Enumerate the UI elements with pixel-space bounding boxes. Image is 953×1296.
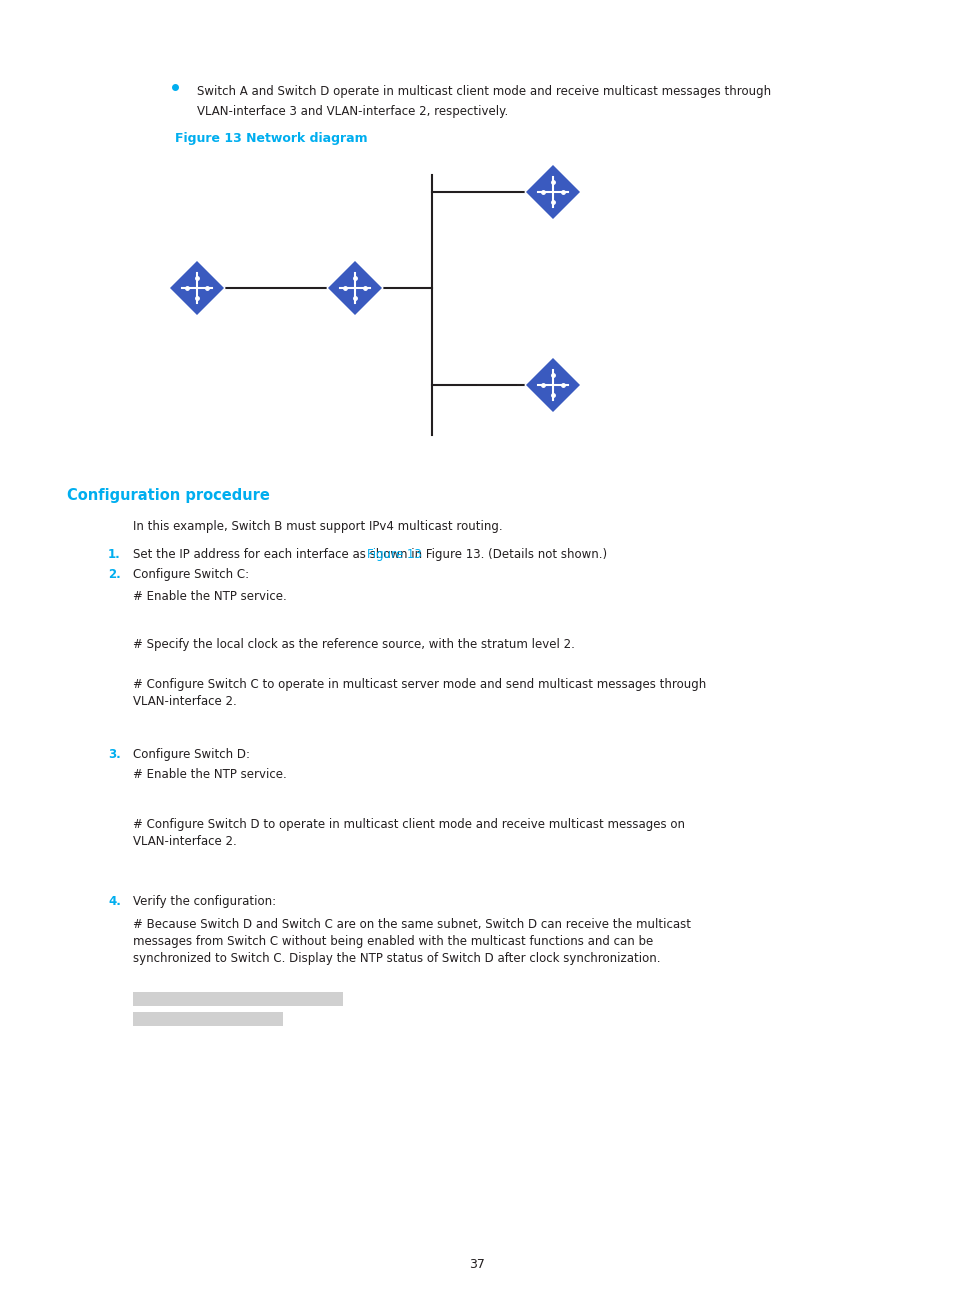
Text: 3.: 3. xyxy=(108,748,121,761)
Text: synchronized to Switch C. Display the NTP status of Switch D after clock synchro: synchronized to Switch C. Display the NT… xyxy=(132,953,659,966)
Text: 2.: 2. xyxy=(108,568,121,581)
Text: # Enable the NTP service.: # Enable the NTP service. xyxy=(132,769,287,781)
Text: Configure Switch C:: Configure Switch C: xyxy=(132,568,249,581)
Polygon shape xyxy=(524,356,580,413)
Text: # Because Switch D and Switch C are on the same subnet, Switch D can receive the: # Because Switch D and Switch C are on t… xyxy=(132,918,690,931)
Text: 1.: 1. xyxy=(108,548,121,561)
Polygon shape xyxy=(327,260,382,316)
Text: In this example, Switch B must support IPv4 multicast routing.: In this example, Switch B must support I… xyxy=(132,520,502,533)
Text: 37: 37 xyxy=(469,1258,484,1271)
Text: Switch A and Switch D operate in multicast client mode and receive multicast mes: Switch A and Switch D operate in multica… xyxy=(196,86,770,98)
FancyBboxPatch shape xyxy=(132,1012,283,1026)
Text: Configure Switch D:: Configure Switch D: xyxy=(132,748,250,761)
Polygon shape xyxy=(169,260,225,316)
FancyBboxPatch shape xyxy=(132,991,343,1006)
Text: Figure 13 Network diagram: Figure 13 Network diagram xyxy=(174,132,367,145)
Text: Configuration procedure: Configuration procedure xyxy=(67,489,270,503)
Text: # Specify the local clock as the reference source, with the stratum level 2.: # Specify the local clock as the referen… xyxy=(132,638,575,651)
Text: VLAN-interface 2.: VLAN-interface 2. xyxy=(132,835,236,848)
Polygon shape xyxy=(524,165,580,220)
Text: Figure 13: Figure 13 xyxy=(367,548,421,561)
Text: # Configure Switch D to operate in multicast client mode and receive multicast m: # Configure Switch D to operate in multi… xyxy=(132,818,684,831)
Text: # Configure Switch C to operate in multicast server mode and send multicast mess: # Configure Switch C to operate in multi… xyxy=(132,678,705,691)
Text: messages from Switch C without being enabled with the multicast functions and ca: messages from Switch C without being ena… xyxy=(132,934,653,947)
Text: VLAN-interface 2.: VLAN-interface 2. xyxy=(132,695,236,708)
Text: Verify the configuration:: Verify the configuration: xyxy=(132,896,275,908)
Text: VLAN-interface 3 and VLAN-interface 2, respectively.: VLAN-interface 3 and VLAN-interface 2, r… xyxy=(196,105,508,118)
Text: 4.: 4. xyxy=(108,896,121,908)
Text: # Enable the NTP service.: # Enable the NTP service. xyxy=(132,590,287,603)
Text: Set the IP address for each interface as shown in Figure 13. (Details not shown.: Set the IP address for each interface as… xyxy=(132,548,606,561)
